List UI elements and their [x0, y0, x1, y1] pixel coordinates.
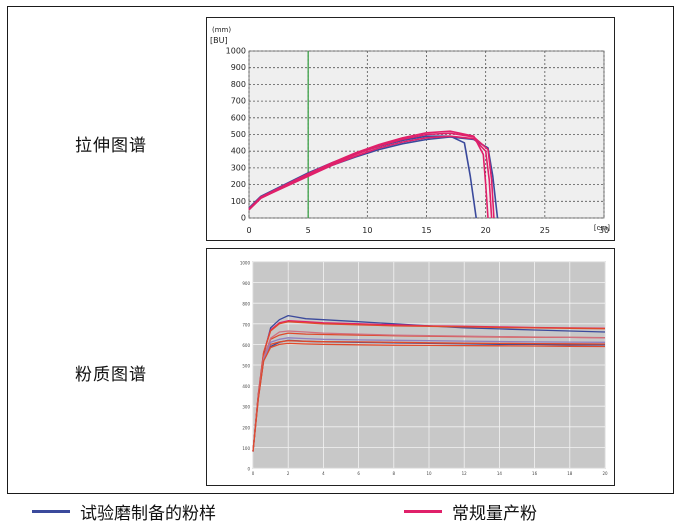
- farinogram-ytick-4: 400: [242, 384, 250, 389]
- farinogram-xtick-9: 18: [567, 471, 573, 476]
- farinogram-xtick-7: 14: [497, 471, 503, 476]
- extensogram-ytick-6: 600: [231, 113, 246, 122]
- extensogram-xtick-1: 5: [306, 226, 311, 235]
- farinogram-ytick-9: 900: [242, 281, 250, 286]
- figure-frame: [7, 6, 674, 494]
- farinogram-series-8: [252, 342, 606, 452]
- extensogram-ytick-0: 0: [241, 214, 246, 223]
- farinogram-xtick-0: 0: [252, 471, 255, 476]
- extensogram-xtick-4: 20: [481, 226, 491, 235]
- farinogram-ytick-10: 1000: [240, 261, 251, 266]
- farinogram-xtick-3: 6: [357, 471, 360, 476]
- farinogram-series-3: [252, 321, 606, 452]
- extensogram-xtick-2: 10: [362, 226, 372, 235]
- farinogram-ytick-7: 700: [242, 322, 250, 327]
- extensogram-ylabel-top: (mm): [212, 26, 231, 34]
- extensogram-ytick-5: 500: [231, 130, 246, 139]
- farinogram-ytick-3: 300: [242, 405, 250, 410]
- extensogram-ylabel: [BU]: [210, 36, 228, 45]
- extensogram-chart: 0 5 10 15 20 25 30 0 100 200 300 400 500 600 700 800 900…: [206, 17, 615, 241]
- extensogram-ytick-3: 300: [231, 163, 246, 172]
- farinogram-xtick-10: 20: [602, 471, 608, 476]
- extensogram-xtick-6: 30: [599, 226, 609, 235]
- farinogram-ytick-2: 200: [242, 425, 250, 430]
- legend-item-trial: 试验磨制备的粉样: [32, 498, 216, 524]
- farinogram-ytick-5: 500: [242, 364, 250, 369]
- extensogram-ytick-9: 900: [231, 63, 246, 72]
- extensogram-xlabel: [cm]: [594, 224, 610, 232]
- extensogram-ytick-10: 1000: [226, 47, 246, 56]
- farinogram-series-6: [252, 330, 606, 452]
- legend-swatch-production: [404, 509, 442, 513]
- farinogram-chart: 0 2 4 6 8 10 12 14 16 18 20 0 100 200 300 400 500 600 700 8…: [206, 248, 615, 486]
- extensogram-ytick-8: 800: [231, 80, 246, 89]
- legend-item-production: 常规量产粉: [404, 498, 537, 524]
- extensogram-ytick-7: 700: [231, 97, 246, 106]
- extensogram-ytick-1: 100: [231, 197, 246, 206]
- extensogram-series-4: [248, 132, 495, 219]
- extensogram-series-2: [248, 130, 489, 219]
- extensogram-svg: 0 5 10 15 20 25 300100200300400500600700800900…: [210, 26, 610, 235]
- legend-label-trial: 试验磨制备的粉样: [80, 503, 216, 524]
- farinogram-xtick-8: 16: [532, 471, 538, 476]
- farinogram-ytick-0: 0: [247, 467, 250, 472]
- farinogram-xtick-4: 8: [393, 471, 396, 476]
- extensogram-label: 拉伸图谱: [75, 136, 147, 156]
- extensogram-ytick-2: 200: [231, 180, 246, 189]
- farinogram-xtick-1: 2: [287, 471, 290, 476]
- extensogram-xtick-5: 25: [540, 226, 550, 235]
- farinogram-xtick-5: 10: [426, 471, 432, 476]
- farinogram-label: 粉质图谱: [75, 365, 147, 385]
- extensogram-ytick-4: 400: [231, 147, 246, 156]
- legend-label-production: 常规量产粉: [452, 503, 537, 524]
- farinogram-ytick-8: 800: [242, 302, 250, 307]
- farinogram-series-7: [252, 337, 606, 452]
- farinogram-svg: 0 2 4 6 8 10 12 14 16 18 2001002003004005006007008…: [240, 261, 608, 477]
- extensogram-xtick-0: 0: [246, 226, 251, 235]
- farinogram-xtick-2: 4: [322, 471, 325, 476]
- farinogram-xtick-6: 12: [462, 471, 468, 476]
- farinogram-ytick-1: 100: [242, 446, 250, 451]
- legend-swatch-trial: [32, 509, 70, 513]
- extensogram-xtick-3: 15: [421, 226, 431, 235]
- farinogram-ytick-6: 600: [242, 343, 250, 348]
